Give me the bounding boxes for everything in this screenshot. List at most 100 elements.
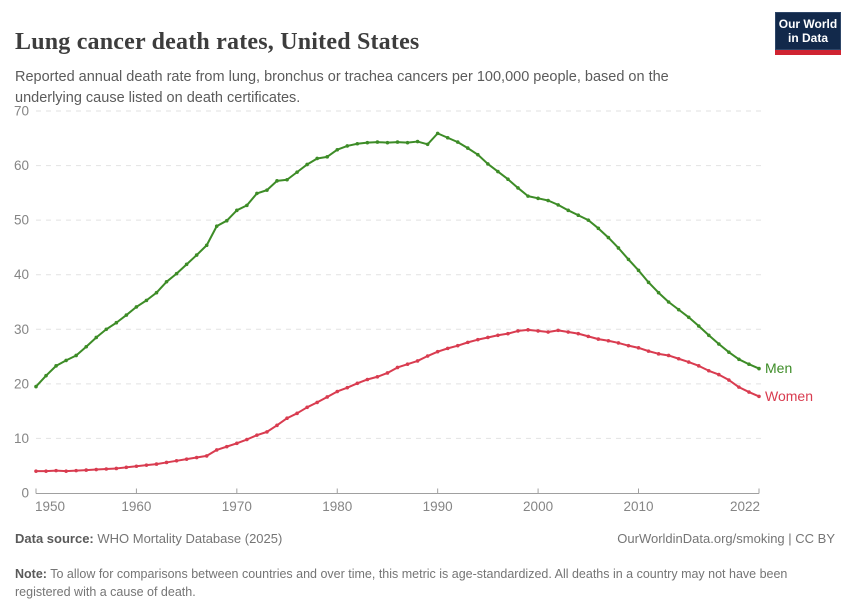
point-women-1981 (345, 386, 349, 390)
point-men-2004 (576, 213, 580, 217)
point-women-1962 (155, 462, 159, 466)
y-axis-label-20: 20 (14, 376, 29, 391)
point-men-1997 (506, 177, 510, 181)
point-women-1996 (496, 333, 500, 337)
point-men-1987 (406, 141, 410, 145)
point-women-1957 (104, 467, 108, 471)
point-men-1972 (255, 192, 259, 196)
point-men-1980 (335, 148, 339, 152)
chart-note: Note: To allow for comparisons between c… (15, 565, 840, 602)
chart-note-text: To allow for comparisons between countri… (15, 567, 787, 600)
x-axis-label-2010: 2010 (623, 499, 653, 514)
point-men-1983 (366, 141, 370, 145)
point-women-2008 (617, 341, 621, 345)
point-men-2011 (647, 281, 651, 285)
point-men-2013 (667, 300, 671, 304)
point-men-1996 (496, 170, 500, 174)
point-men-1958 (115, 321, 119, 325)
y-axis-label-70: 70 (14, 104, 29, 119)
point-men-1965 (185, 263, 189, 267)
point-women-2022 (757, 395, 761, 399)
point-men-1961 (145, 299, 149, 303)
point-women-1984 (376, 375, 380, 379)
point-women-2013 (667, 354, 671, 358)
point-women-2004 (576, 332, 580, 336)
x-axis-label-1990: 1990 (423, 499, 453, 514)
point-men-1976 (295, 170, 299, 174)
owid-citation-link[interactable]: OurWorldinData.org/smoking | CC BY (617, 531, 835, 546)
point-women-2002 (556, 329, 560, 333)
point-men-2015 (687, 315, 691, 319)
point-women-1965 (185, 457, 189, 461)
point-men-2005 (586, 218, 590, 222)
point-men-2003 (566, 209, 570, 213)
point-women-1955 (84, 468, 88, 472)
point-women-1952 (54, 469, 58, 473)
series-label-women[interactable]: Women (765, 388, 813, 404)
line-men[interactable] (36, 133, 759, 386)
point-men-1985 (386, 141, 390, 145)
point-men-1960 (135, 305, 139, 309)
point-women-2021 (747, 390, 751, 394)
point-women-1953 (64, 469, 68, 473)
series-label-men[interactable]: Men (765, 360, 792, 376)
point-men-2010 (637, 269, 641, 273)
point-women-1950 (34, 469, 38, 473)
point-women-1976 (295, 412, 299, 416)
point-women-1959 (125, 466, 129, 470)
point-women-1966 (195, 456, 199, 460)
point-women-1964 (175, 459, 179, 463)
point-men-1977 (305, 163, 309, 167)
point-women-1985 (386, 371, 390, 375)
point-women-1961 (145, 463, 149, 467)
chart-note-label: Note: (15, 567, 47, 581)
point-men-2000 (536, 197, 540, 201)
y-axis-label-30: 30 (14, 322, 29, 337)
point-women-2001 (546, 330, 550, 334)
x-axis-label-1960: 1960 (121, 499, 151, 514)
y-axis-label-10: 10 (14, 431, 29, 446)
point-women-1967 (205, 454, 209, 458)
point-women-1954 (74, 469, 78, 473)
point-women-2006 (597, 337, 601, 341)
point-men-1978 (315, 157, 319, 161)
point-men-1957 (104, 327, 108, 331)
point-women-2020 (737, 385, 741, 389)
point-women-1956 (94, 468, 98, 472)
point-men-1994 (476, 153, 480, 157)
point-women-1995 (486, 336, 490, 340)
point-women-2007 (607, 339, 611, 343)
point-men-1989 (426, 142, 430, 146)
point-men-1971 (245, 204, 249, 208)
point-women-1974 (275, 424, 279, 428)
point-men-1952 (54, 364, 58, 368)
point-men-1966 (195, 253, 199, 257)
point-women-1998 (516, 329, 520, 333)
point-men-1967 (205, 243, 209, 247)
line-women[interactable] (36, 330, 759, 471)
point-men-2012 (657, 291, 661, 295)
point-men-1981 (345, 144, 349, 148)
point-women-1988 (416, 359, 420, 363)
point-women-1971 (245, 438, 249, 442)
x-axis-label-1970: 1970 (222, 499, 252, 514)
point-men-2017 (707, 333, 711, 337)
data-source-label: Data source: (15, 531, 94, 546)
point-men-1986 (396, 140, 400, 144)
point-men-1956 (94, 336, 98, 340)
point-men-1984 (376, 140, 380, 144)
y-axis-label-0: 0 (21, 486, 29, 501)
point-women-1994 (476, 338, 480, 342)
point-women-1987 (406, 362, 410, 366)
point-men-1998 (516, 186, 520, 190)
point-men-1975 (285, 178, 289, 182)
point-men-2020 (737, 358, 741, 362)
point-women-1969 (225, 445, 229, 449)
point-women-1977 (305, 406, 309, 410)
point-women-2017 (707, 369, 711, 373)
point-women-1997 (506, 332, 510, 336)
point-women-1993 (466, 341, 470, 345)
point-men-1988 (416, 140, 420, 144)
point-women-1992 (456, 344, 460, 348)
